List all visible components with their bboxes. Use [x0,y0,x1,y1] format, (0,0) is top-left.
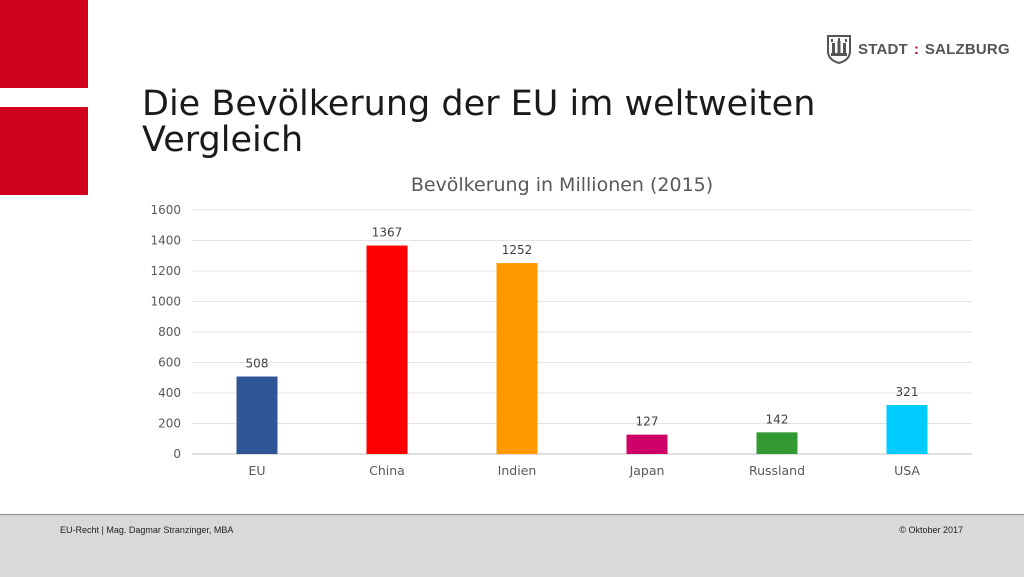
slide-title-line-2: Vergleich [142,120,304,160]
data-label: 1367 [372,226,403,240]
y-tick-label: 600 [158,356,181,370]
x-tick-label: Russland [749,463,805,478]
chart-title: Bevölkerung in Millionen (2015) [410,174,714,196]
y-tick-label: 1000 [150,295,181,309]
y-tick-label: 1200 [150,264,181,278]
accent-block-bottom [0,107,88,195]
brand-separator: : [913,40,919,58]
y-tick-label: 1400 [150,234,181,248]
bar-japan [626,434,668,454]
bar-indien [496,263,538,454]
footer-bar: EU-Recht | Mag. Dagmar Stranzinger, MBA … [0,514,1024,577]
data-label: 142 [766,412,789,426]
x-tick-label: Japan [629,463,665,478]
footer-author: EU-Recht | Mag. Dagmar Stranzinger, MBA [60,525,234,535]
bar-russland [756,432,798,454]
y-tick-label: 200 [158,417,181,431]
bar-eu [236,376,278,454]
data-label: 508 [246,357,269,371]
accent-block-top [0,0,88,88]
y-tick-label: 400 [158,386,181,400]
x-tick-label: Indien [498,463,537,478]
bar-china [366,245,408,454]
data-label: 1252 [502,243,533,257]
slide-title-line-1: Die Bevölkerung der EU im weltweiten [142,84,816,124]
data-label: 127 [636,415,659,429]
bar-usa [886,405,928,454]
brand-word-stadt: STADT [858,40,908,58]
y-tick-label: 0 [173,447,181,461]
footer-date: © Oktober 2017 [899,525,963,535]
brand-word-salzburg: SALZBURG [924,40,1010,58]
y-tick-label: 1600 [150,203,181,217]
data-label: 321 [896,385,919,399]
stadt-salzburg-logo: STADT : SALZBURG [826,34,1010,64]
x-tick-label: USA [894,463,920,478]
city-crest-icon [827,35,851,64]
y-tick-label: 800 [158,325,181,339]
slide-title: Die Bevölkerung der EU im weltweiten Ver… [142,86,815,158]
x-tick-label: China [369,463,405,478]
x-tick-label: EU [248,463,265,478]
